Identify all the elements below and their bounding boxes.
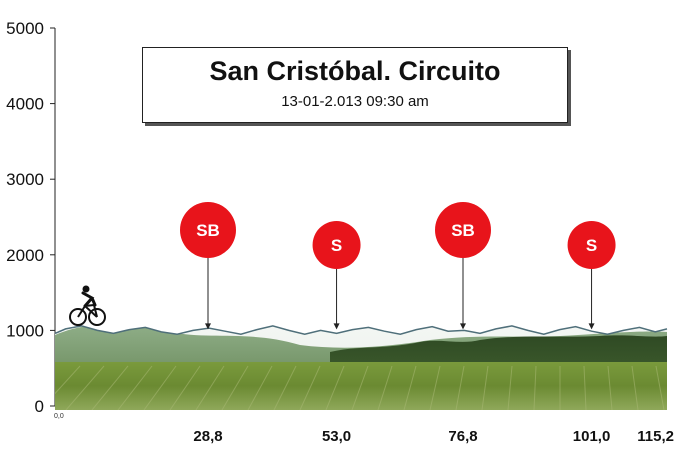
x-origin-label: 0,0 bbox=[54, 413, 64, 420]
marker-label: S bbox=[586, 236, 597, 255]
furrow-line bbox=[429, 365, 441, 410]
marker-circle bbox=[567, 221, 616, 269]
climb-marker: SB bbox=[435, 202, 491, 330]
x-tick-label: 28,8 bbox=[193, 428, 222, 445]
furrow-line bbox=[631, 365, 639, 410]
y-tick-label: 4000 bbox=[6, 95, 44, 114]
chart-subtitle: 13-01-2.013 09:30 am bbox=[281, 93, 429, 110]
furrow-line bbox=[143, 365, 177, 410]
furrow-line bbox=[221, 365, 249, 410]
marker-circle bbox=[180, 202, 236, 258]
profile-area bbox=[55, 325, 667, 410]
furrow-line bbox=[169, 365, 201, 410]
climb-marker: S bbox=[312, 221, 361, 330]
furrow-line bbox=[299, 365, 321, 410]
marker-circle bbox=[435, 202, 491, 258]
furrow-line bbox=[583, 365, 587, 410]
furrow-line bbox=[607, 365, 613, 410]
x-tick-label: 76,8 bbox=[448, 428, 477, 445]
x-tick-label: 53,0 bbox=[322, 428, 351, 445]
furrow-line bbox=[481, 365, 489, 410]
furrow-line bbox=[195, 365, 225, 410]
climb-marker: SB bbox=[180, 202, 236, 330]
furrow-line bbox=[273, 365, 297, 410]
furrow-line bbox=[377, 365, 393, 410]
furrow-line bbox=[533, 365, 537, 410]
furrow-line bbox=[351, 365, 369, 410]
marker-arrow bbox=[205, 323, 211, 330]
y-tick-label: 2000 bbox=[6, 246, 44, 265]
furrow-line bbox=[325, 365, 345, 410]
x-axis-ticks: 28,8 53,0 76,8 101,0 115,2 bbox=[193, 428, 674, 445]
cyclist-icon bbox=[69, 285, 106, 326]
furrow-line bbox=[91, 365, 129, 410]
chart-title: San Cristóbal. Circuito bbox=[209, 56, 501, 86]
y-tick-label: 0 bbox=[35, 397, 44, 416]
furrow-line bbox=[455, 365, 465, 410]
furrow-line bbox=[65, 365, 105, 410]
furrow-line bbox=[403, 365, 417, 410]
marker-circle bbox=[312, 221, 361, 269]
y-axis-ticks: 0 1000 2000 3000 4000 5000 bbox=[6, 19, 55, 416]
climb-marker: S bbox=[567, 221, 616, 330]
field-furrows bbox=[55, 365, 665, 410]
marker-arrow bbox=[333, 323, 340, 330]
y-tick-label: 1000 bbox=[6, 321, 44, 340]
marker-label: SB bbox=[451, 221, 475, 240]
profile-line bbox=[54, 325, 668, 335]
title-box: San Cristóbal. Circuito 13-01-2.013 09:3… bbox=[142, 47, 568, 123]
furrow-line bbox=[55, 365, 81, 410]
furrow-line bbox=[247, 365, 273, 410]
furrow-line bbox=[117, 365, 153, 410]
marker-arrow bbox=[588, 323, 595, 330]
furrow-line bbox=[507, 365, 513, 410]
climb-markers: SB S SB S bbox=[180, 202, 616, 330]
y-tick-label: 5000 bbox=[6, 19, 44, 38]
marker-arrow bbox=[460, 323, 466, 330]
x-tick-label: 115,2 bbox=[637, 428, 674, 445]
marker-label: S bbox=[331, 236, 342, 255]
furrow-line bbox=[655, 365, 665, 410]
x-tick-label: 101,0 bbox=[573, 428, 611, 445]
marker-label: SB bbox=[196, 221, 220, 240]
y-tick-label: 3000 bbox=[6, 170, 44, 189]
